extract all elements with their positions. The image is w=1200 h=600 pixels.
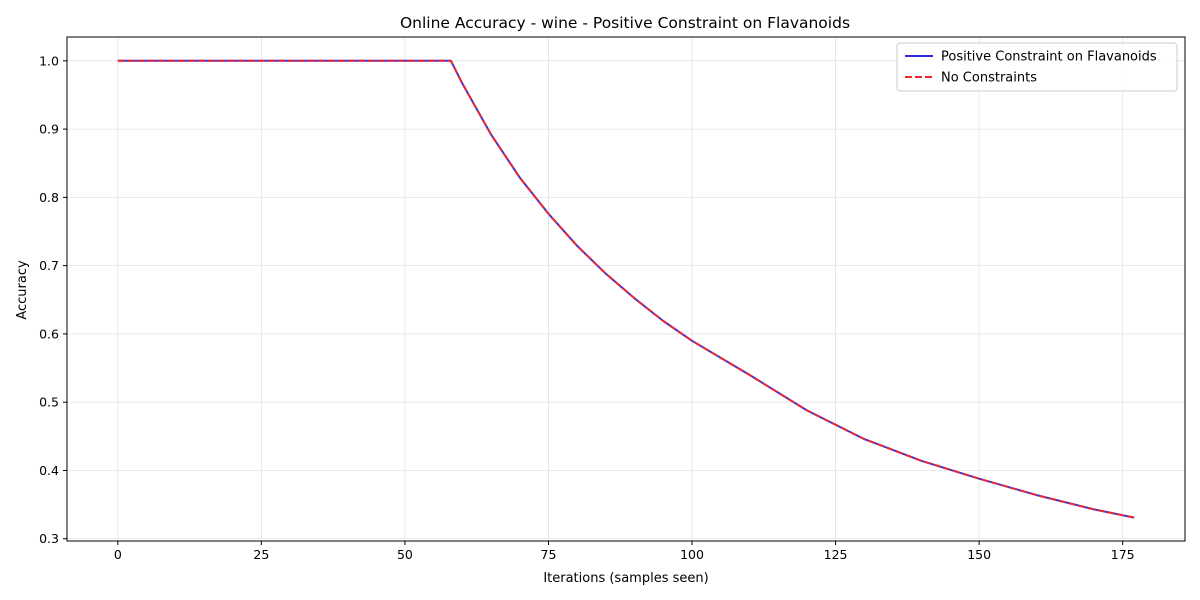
y-axis-label: Accuracy: [15, 260, 30, 320]
grid: [67, 37, 1185, 541]
x-tick-label: 125: [824, 547, 848, 562]
y-tick-label: 1.0: [39, 53, 59, 68]
axis-ticks: 0 25 50 75 100 125 150 175 0.3 0.4 0.5 0.6 0.7 0.8 0.9…: [39, 53, 1135, 562]
legend-label-2: No Constraints: [941, 71, 1037, 86]
series-line-2: [117, 59, 1135, 519]
x-tick-label: 100: [680, 547, 704, 562]
plot-frame: [66, 36, 1186, 542]
x-tick-label: 50: [397, 547, 413, 562]
legend: Positive Constraint on Flavanoids No Cons…: [896, 42, 1178, 92]
y-tick-label: 0.9: [39, 122, 59, 137]
x-tick-label: 25: [253, 547, 269, 562]
y-tick-label: 0.6: [39, 326, 59, 341]
y-tick-label: 0.5: [39, 395, 59, 410]
series-lines: [117, 59, 1135, 519]
x-tick-label: 175: [1111, 547, 1135, 562]
y-tick-label: 0.3: [39, 531, 59, 546]
y-tick-label: 0.8: [39, 190, 59, 205]
y-tick-label: 0.7: [39, 258, 59, 273]
chart-title: Online Accuracy - wine - Positive Constr…: [400, 14, 850, 32]
x-tick-label: 0: [114, 547, 122, 562]
legend-label-1: Positive Constraint on Flavanoids: [941, 50, 1157, 65]
legend-box: [896, 42, 1178, 92]
y-tick-label: 0.4: [39, 463, 59, 478]
x-axis-label: Iterations (samples seen): [543, 571, 708, 586]
x-tick-label: 150: [967, 547, 991, 562]
x-tick-label: 75: [541, 547, 557, 562]
